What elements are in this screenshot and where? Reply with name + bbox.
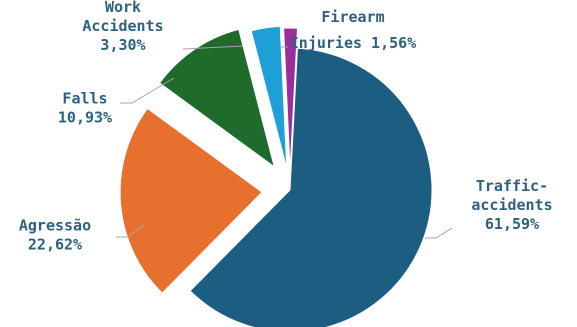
data-label-falls-line-2: 10,93% <box>58 109 112 127</box>
data-label-work-accidents-line-3: 3,30% <box>100 36 145 54</box>
leader-lines <box>116 45 453 239</box>
data-label-traffic-accidents-line-1: Traffic- <box>476 177 548 195</box>
leader-line-falls <box>120 77 175 104</box>
data-label-work-accidents: Work Accidents 3,30% <box>82 0 163 54</box>
pie-slice-agress-o <box>119 107 263 294</box>
data-label-firearm-injuries-line-1: Firearm <box>321 8 384 26</box>
data-label-agress-o: Agressão 22,62% <box>19 217 91 254</box>
data-label-falls: Falls 10,93% <box>58 90 112 127</box>
data-label-traffic-accidents: Traffic-accidents 61,59% <box>471 177 552 233</box>
pie-slice-traffic-accidents <box>189 47 433 327</box>
data-label-work-accidents-line-1: Work <box>105 0 141 16</box>
data-label-agress-o-line-2: 22,62% <box>28 236 82 254</box>
leader-line-traffic-accidents <box>425 227 453 239</box>
pie-slice-falls <box>158 28 276 169</box>
slice-labels: Traffic-accidents 61,59% Agressão 22,62% Fal… <box>19 0 553 254</box>
pie-slice-firearm-injuries <box>283 27 299 171</box>
data-label-firearm-injuries: Firearm Injuries 1,56% <box>290 8 416 52</box>
data-label-falls-line-1: Falls <box>62 90 107 108</box>
data-label-agress-o-line-1: Agressão <box>19 217 91 235</box>
data-label-work-accidents-line-2: Accidents <box>82 17 163 35</box>
data-label-traffic-accidents-line-3: 61,59% <box>485 215 539 233</box>
leader-line-agress-o <box>116 223 146 238</box>
pie-slice-work-accidents <box>250 25 288 169</box>
leader-line-work-accidents <box>182 45 244 50</box>
data-label-traffic-accidents-line-2: accidents <box>471 196 552 214</box>
data-label-firearm-injuries-line-2: Injuries 1,56% <box>290 34 416 52</box>
pie-slices <box>119 25 433 327</box>
